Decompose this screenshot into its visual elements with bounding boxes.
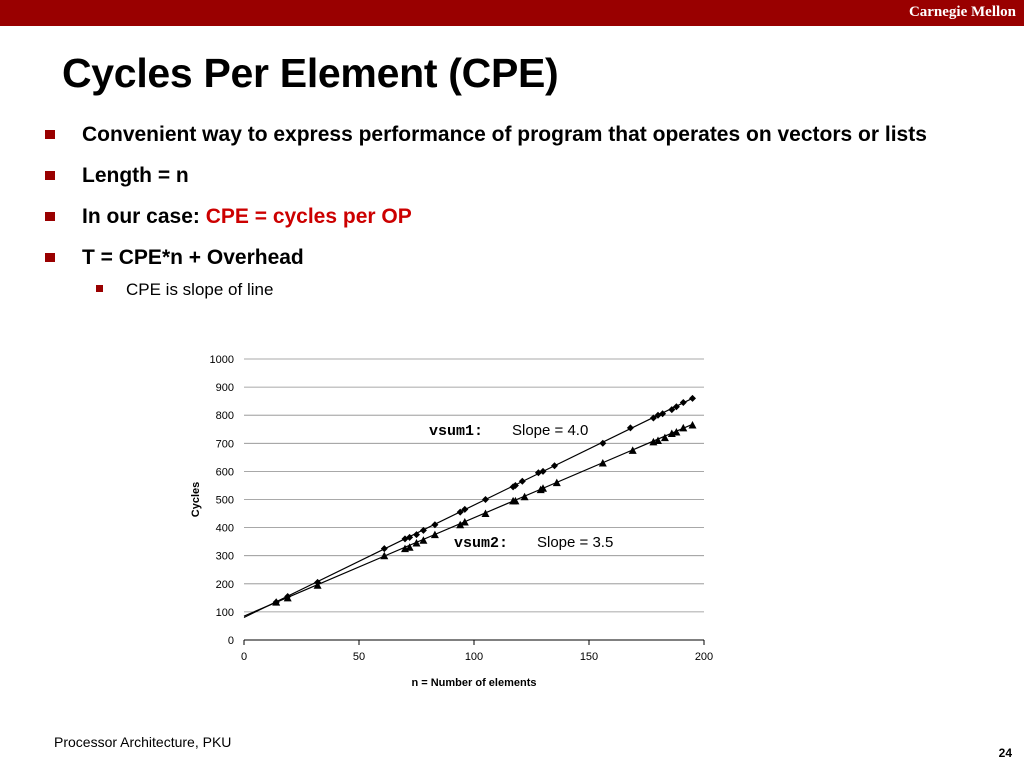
vsum2-data-point: [313, 581, 322, 589]
vsum1-data-point: [672, 403, 680, 411]
brand-text: Carnegie Mellon: [908, 4, 1016, 20]
x-tick-label: 200: [695, 651, 713, 663]
x-axis-label: n = Number of elements: [411, 677, 536, 689]
vsum1-data-point: [689, 394, 696, 402]
slide-title: Cycles Per Element (CPE): [62, 50, 559, 96]
x-tick-label: 100: [465, 651, 483, 663]
y-tick-label: 1000: [210, 354, 234, 366]
y-tick-label: 200: [216, 579, 234, 591]
vsum2-series-label: vsum2:: [454, 535, 508, 552]
y-tick-label: 900: [216, 382, 234, 394]
bullet-highlight: CPE = cycles per OP: [205, 205, 412, 228]
x-tick-label: 0: [241, 651, 247, 663]
x-tick-label: 50: [353, 651, 365, 663]
y-tick-label: 100: [216, 607, 234, 619]
bullet-item: T = CPE*n + Overhead: [44, 241, 944, 274]
vsum1-data-point: [649, 414, 657, 422]
vsum1-data-point: [518, 477, 526, 485]
bullet-list: Convenient way to express performance of…: [44, 118, 944, 302]
y-tick-label: 300: [216, 551, 234, 563]
square-bullet-icon: [45, 253, 55, 262]
vsum2-data-point: [460, 517, 469, 526]
vsum2-data-point: [412, 539, 421, 547]
y-tick-label: 400: [216, 523, 234, 535]
vsum2-data-point: [283, 593, 292, 602]
vsum1-data-point: [679, 399, 687, 407]
vsum2-data-point: [272, 598, 281, 606]
vsum1-data-point: [461, 505, 469, 513]
vsum1-data-point: [482, 496, 489, 503]
vsum2-slope-label: Slope = 3.5: [537, 534, 613, 551]
vsum1-data-point: [539, 467, 547, 475]
x-tick-label: 150: [580, 651, 598, 663]
bullet-text: Length = n: [82, 164, 189, 187]
vsum1-data-point: [534, 469, 542, 477]
page-number: 24: [998, 746, 1012, 760]
vsum2-data-point: [380, 551, 389, 560]
bullet-item: Length = n: [44, 159, 944, 192]
vsum2-data-point: [628, 446, 637, 454]
vsum1-data-point: [413, 531, 420, 539]
bullet-item: Convenient way to express performance of…: [44, 118, 944, 151]
y-tick-label: 0: [228, 635, 234, 647]
vsum1-data-point: [401, 535, 409, 543]
vsum2-data-point: [679, 423, 688, 432]
vsum2-data-point: [598, 458, 607, 467]
vsum1-data-point: [380, 545, 388, 553]
vsum2-data-point: [456, 520, 465, 529]
vsum1-data-point: [406, 533, 414, 541]
vsum1-data-point: [419, 526, 427, 534]
vsum2-data-point: [520, 492, 529, 501]
vsum1-data-point: [659, 410, 667, 418]
cpe-chart: 0 100 200 300 400 500 600 700 800 900 1000 0 50 100 15…: [190, 354, 713, 689]
vsum2-data-point: [481, 509, 490, 518]
vsum1-data-point: [551, 462, 558, 470]
vsum2-data-point: [539, 484, 547, 492]
y-tick-label: 600: [216, 466, 234, 478]
vsum2-data-point: [672, 428, 681, 436]
square-bullet-icon: [45, 212, 55, 221]
square-bullet-icon: [45, 130, 55, 139]
vsum1-data-point: [456, 508, 464, 516]
vsum2-data-point: [660, 433, 669, 442]
square-sub-bullet-icon: [96, 285, 103, 292]
bullet-item: In our case: CPE = cycles per OP: [44, 200, 944, 233]
bullet-prefix: In our case:: [82, 205, 206, 228]
vsum2-data-point: [654, 436, 662, 444]
square-bullet-icon: [45, 171, 55, 180]
sub-bullet-text: CPE is slope of line: [126, 280, 274, 299]
y-tick-label: 800: [216, 410, 234, 422]
vsum1-data-point: [626, 424, 634, 432]
vsum2-data-point: [688, 421, 697, 429]
vsum1-data-point: [511, 481, 519, 489]
vsum2-data-point: [419, 536, 428, 544]
vsum2-data-point: [430, 530, 439, 539]
bullet-text: Convenient way to express performance of…: [82, 123, 927, 146]
vsum1-slope-label: Slope = 4.0: [512, 422, 588, 439]
y-tick-label: 500: [216, 495, 234, 507]
vsum2-data-point: [405, 543, 414, 551]
header-bar: Carnegie Mellon: [0, 0, 1024, 26]
vsum2-fit-line: [243, 423, 693, 617]
vsum2-data-point: [552, 478, 561, 487]
vsum1-data-point: [431, 521, 439, 529]
vsum2-data-point: [511, 496, 520, 505]
bullet-text: T = CPE*n + Overhead: [82, 246, 304, 269]
sub-bullet-item: CPE is slope of line: [44, 278, 944, 302]
y-tick-label: 700: [216, 438, 234, 450]
vsum1-series-label: vsum1:: [429, 423, 483, 440]
y-axis-label: Cycles: [190, 482, 202, 517]
vsum1-data-point: [599, 439, 607, 447]
footer-course: Processor Architecture, PKU: [54, 734, 232, 750]
vsum1-data-point: [668, 406, 676, 414]
